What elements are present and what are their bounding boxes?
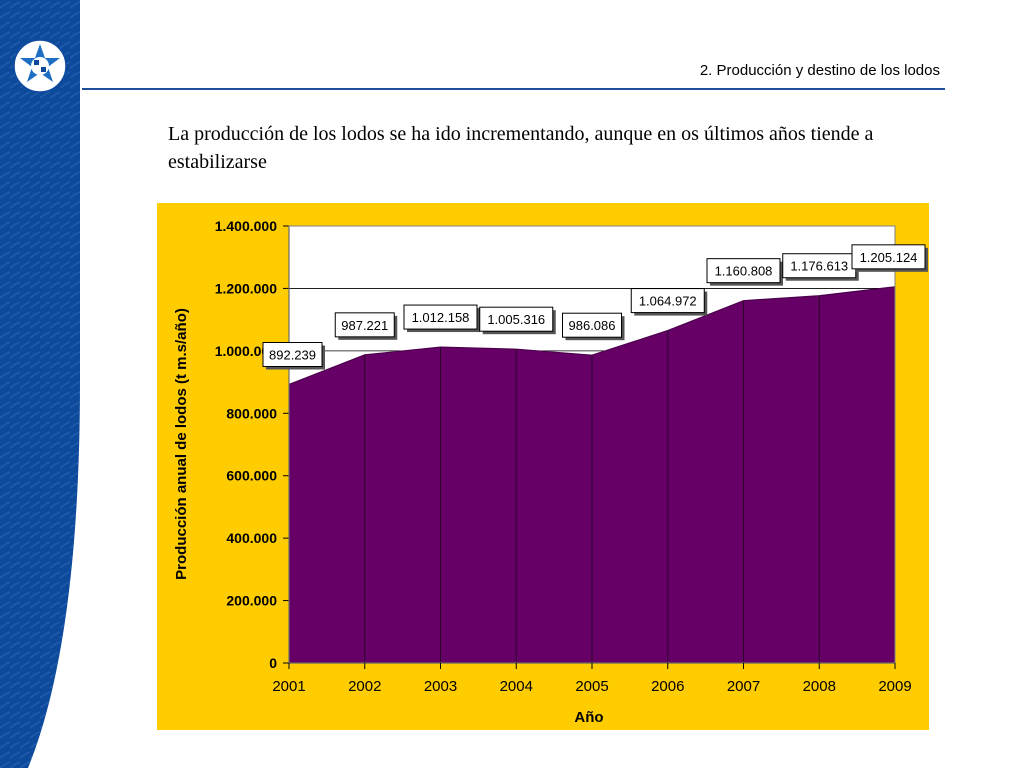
data-label-text: 1.160.808 <box>715 264 773 279</box>
x-tick-label: 2004 <box>500 678 533 695</box>
x-tick-label: 2005 <box>575 678 608 695</box>
data-label: 892.239 <box>262 341 325 370</box>
data-label-text: 1.205.124 <box>860 250 918 265</box>
data-label-text: 1.176.613 <box>790 259 848 274</box>
data-labels: 892.239 987.221 1.012.158 1.005.316 986.086 1… <box>262 244 928 370</box>
sludge-production-chart: 0 200.000 400.000 600.000 800.000 1.000.000 1.… <box>157 203 929 730</box>
data-label: 986.086 <box>562 312 625 341</box>
data-label-text: 1.005.316 <box>487 312 545 327</box>
axes <box>288 225 896 669</box>
y-tick-label: 400.000 <box>226 530 277 546</box>
data-label: 1.012.158 <box>403 304 480 333</box>
sidebar-decoration <box>0 0 80 768</box>
y-tick-label: 1.400.000 <box>215 218 277 234</box>
slide-body-text: La producción de los lodos se ha ido inc… <box>168 123 874 173</box>
x-tick-label: 2006 <box>651 678 684 695</box>
data-label: 1.160.808 <box>706 258 783 286</box>
university-seal-icon <box>13 39 67 93</box>
data-label-box <box>403 304 478 330</box>
y-tick-labels: 0 200.000 400.000 600.000 800.000 1.000.000 1.… <box>215 218 278 671</box>
header-divider <box>82 88 945 90</box>
y-tick-label: 800.000 <box>226 405 277 421</box>
x-tick-label: 2007 <box>727 678 760 695</box>
y-tick-label: 0 <box>269 655 277 671</box>
y-axis-title: Producción anual de lodos (t m.s/año) <box>173 308 190 580</box>
data-label: 1.064.972 <box>630 288 708 316</box>
y-tick-label: 200.000 <box>226 593 277 609</box>
x-axis-title: Año <box>574 709 603 726</box>
data-label-box <box>706 258 781 284</box>
x-tick-label: 2001 <box>272 678 305 695</box>
data-label-box <box>334 312 395 338</box>
y-tick-label: 1.200.000 <box>215 280 277 296</box>
x-tick-labels: 2001 2002 2003 2004 2005 2006 2007 2008 2009 <box>272 678 911 695</box>
section-title: 2. Producción y destino de los lodos <box>699 62 940 79</box>
data-label-text: 892.239 <box>269 347 316 362</box>
data-label-box <box>630 288 705 314</box>
x-tick-label: 2008 <box>803 678 836 695</box>
data-label: 1.205.124 <box>851 244 928 272</box>
data-label-text: 987.221 <box>341 318 388 333</box>
data-label-text: 1.064.972 <box>639 294 697 309</box>
x-tick-label: 2003 <box>424 678 457 695</box>
x-tick-label: 2009 <box>878 678 911 695</box>
data-label: 987.221 <box>334 312 398 340</box>
data-label-box <box>262 341 323 367</box>
data-label: 1.176.613 <box>782 253 859 281</box>
data-label-box <box>562 312 622 338</box>
area-layer <box>288 286 896 663</box>
x-tick-label: 2002 <box>348 678 381 695</box>
data-label-text: 1.012.158 <box>412 310 470 325</box>
data-label-text: 986.086 <box>569 318 616 333</box>
data-label-box <box>782 253 857 279</box>
data-label-box <box>851 244 926 270</box>
y-tick-label: 1.000.000 <box>215 343 277 359</box>
data-label-box <box>479 306 554 332</box>
production-line <box>288 286 896 386</box>
data-label: 1.005.316 <box>479 306 556 335</box>
y-tick-label: 600.000 <box>226 468 277 484</box>
